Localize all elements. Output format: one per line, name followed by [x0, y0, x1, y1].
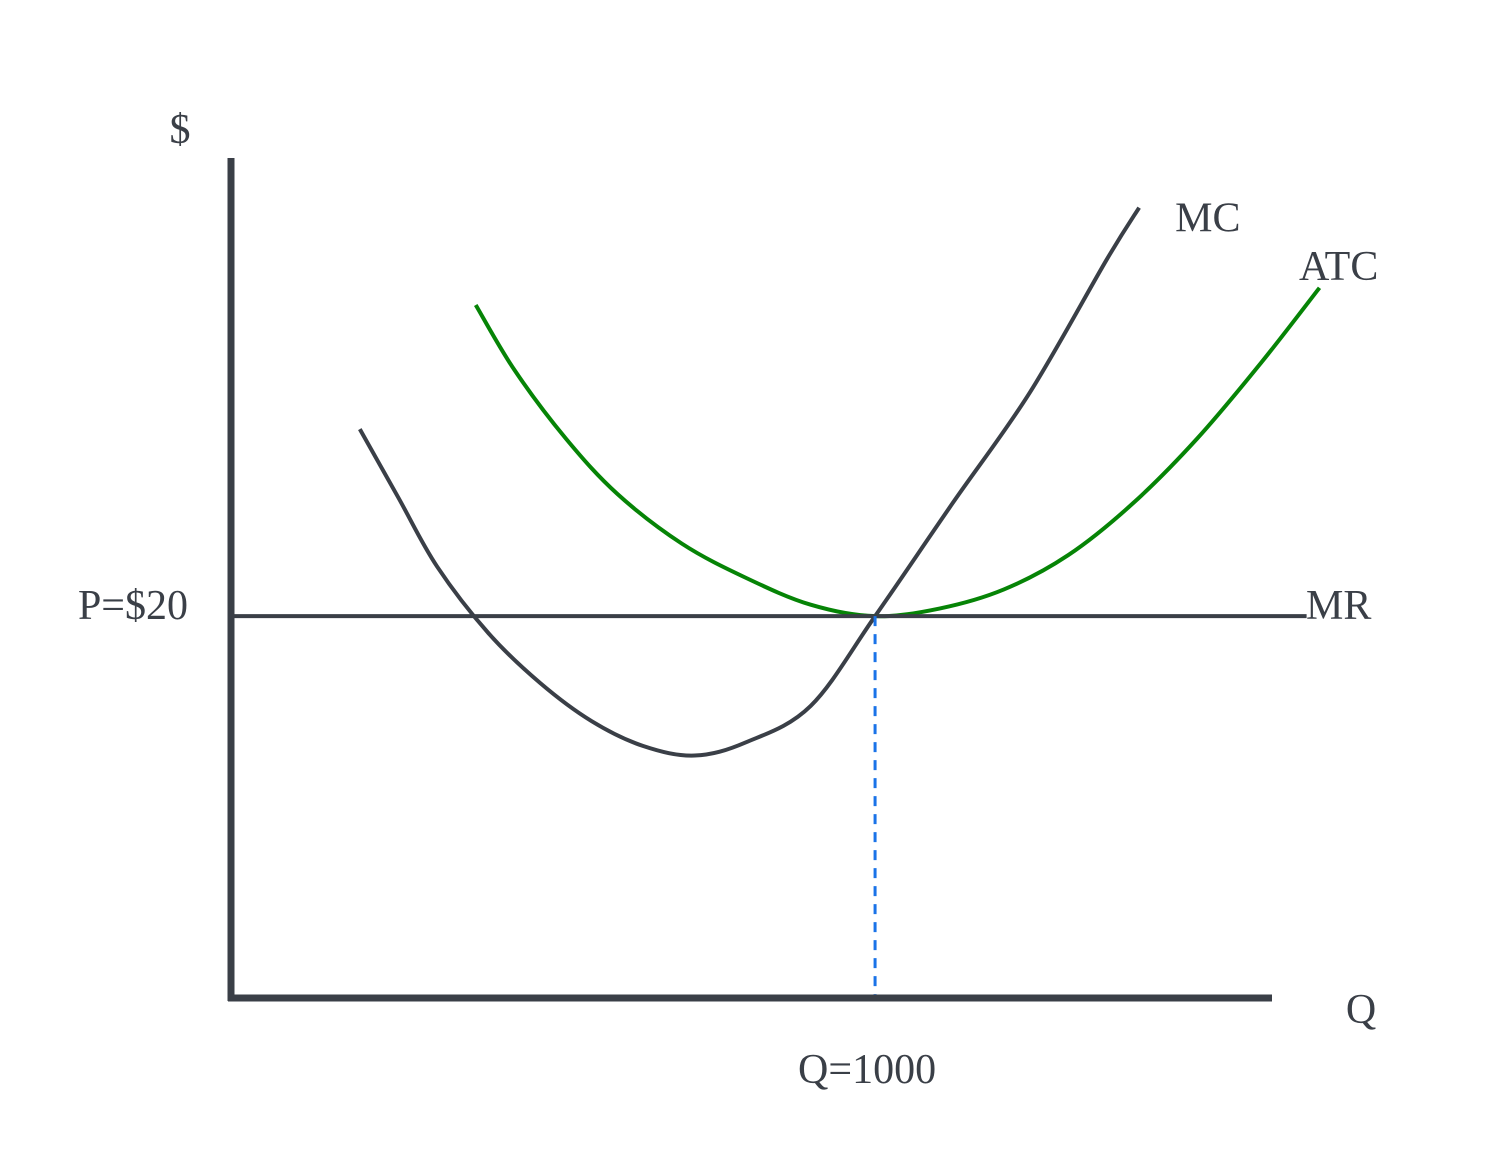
mr-line-label: MR: [1306, 583, 1371, 629]
mc-curve-label: MC: [1175, 196, 1240, 242]
atc-curve: [474, 286, 1322, 619]
curves-layer: [231, 206, 1322, 758]
atc-curve-label: ATC: [1299, 244, 1378, 290]
x-axis-label: Q: [1346, 987, 1376, 1033]
quantity-label: Q=1000: [798, 1047, 936, 1093]
price-label: P=$20: [78, 583, 188, 629]
mc-curve: [358, 206, 1141, 758]
y-axis-label: $: [170, 107, 191, 153]
